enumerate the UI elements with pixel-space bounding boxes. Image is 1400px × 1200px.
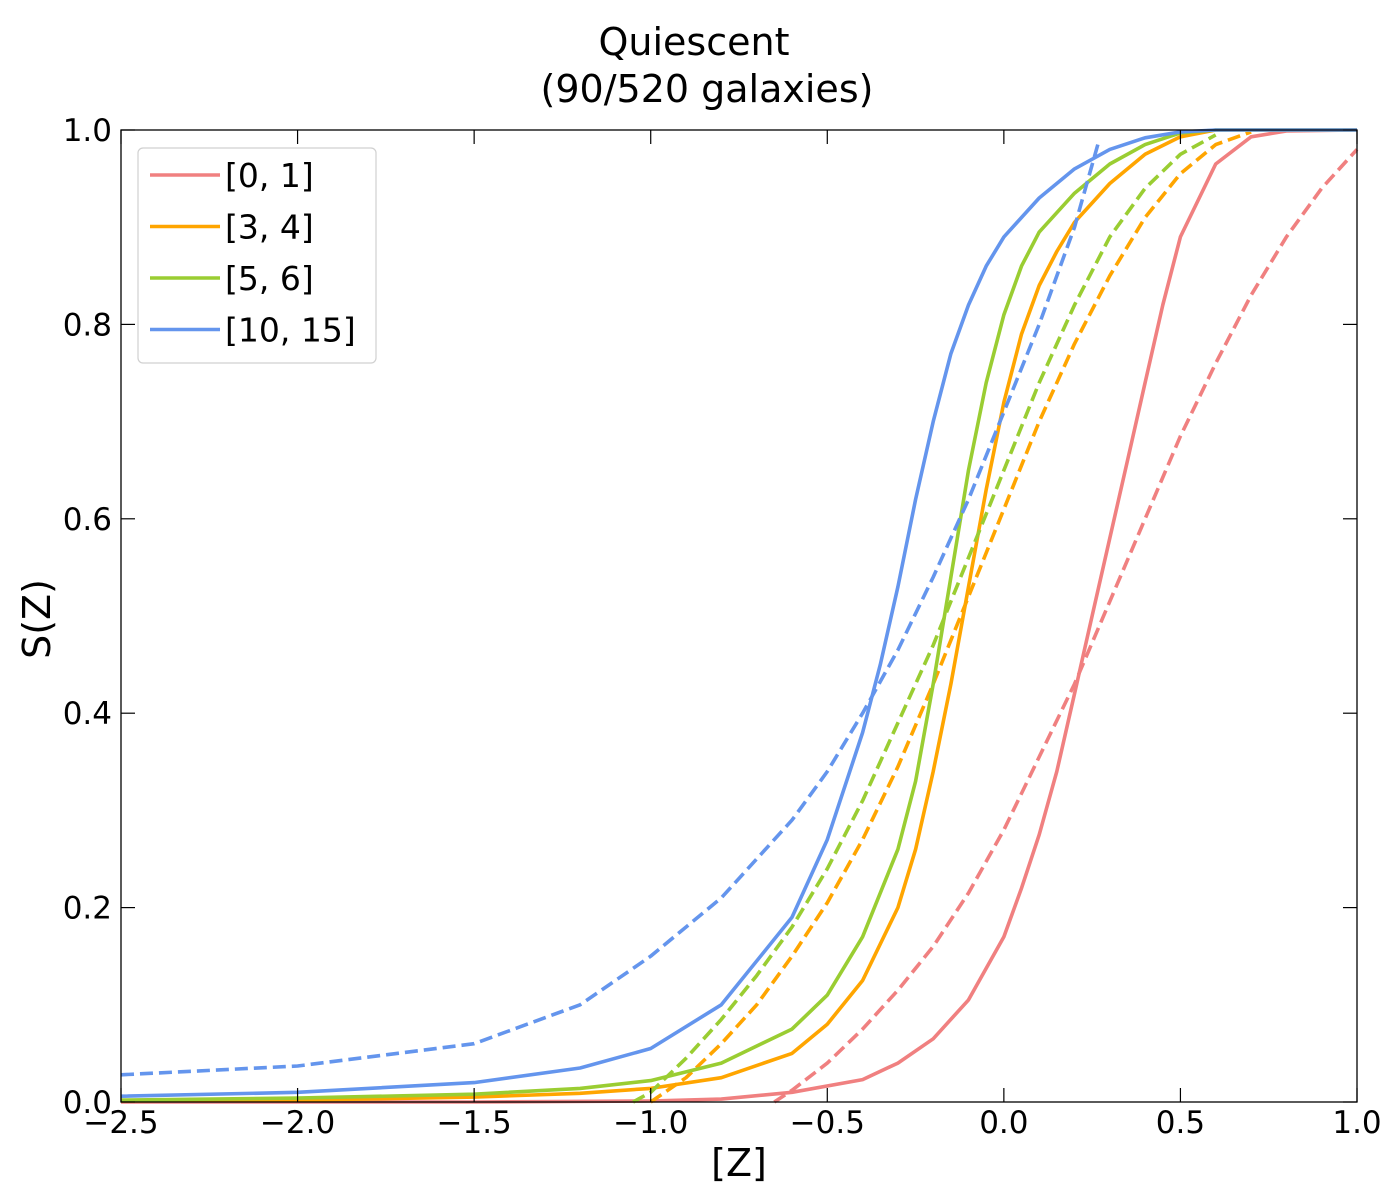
legend-label: [10, 15] [225, 311, 356, 350]
x-tick-label: −0.5 [790, 1105, 865, 1141]
series-line-2-solid [120, 128, 1357, 1103]
series-line-4-solid [120, 128, 1357, 1102]
legend: [0, 1] [3, 4] [5, 6] [10, 15] [137, 147, 377, 364]
x-tick-label: −2.0 [260, 1105, 335, 1141]
chart-title: Quiescent [599, 20, 790, 64]
x-tick-label: −1.5 [437, 1105, 512, 1141]
y-tick-label: 0.8 [63, 307, 112, 343]
y-tick-label: 0.0 [63, 1085, 112, 1121]
x-tick-label: −2.5 [83, 1105, 158, 1141]
series-line-6-solid [120, 128, 1357, 1098]
x-tick-label: 0.5 [1156, 1105, 1205, 1141]
legend-label: [3, 4] [225, 208, 314, 247]
x-tick-label: 1.0 [1332, 1105, 1381, 1141]
series-layer [120, 128, 1359, 1104]
y-axis-label: S(Z) [15, 579, 59, 659]
series-line-1-dashed [773, 148, 1359, 1104]
legend-box [137, 147, 377, 364]
legend-label: [5, 6] [225, 259, 314, 298]
x-tick-label: 0.0 [979, 1105, 1028, 1141]
plot-frame [120, 129, 1358, 1103]
series-line-0-solid [121, 128, 1358, 1104]
y-tick-label: 0.6 [63, 502, 112, 538]
series-line-3-dashed [649, 130, 1252, 1104]
series-line-5-dashed [632, 133, 1217, 1104]
legend-label: [0, 1] [225, 156, 314, 195]
y-tick-label: 0.2 [63, 891, 112, 927]
y-tick-label: 0.4 [63, 696, 112, 732]
ticks-layer: −2.5 −2.0 −1.5 −1.0 −0.5 0.0 0.5 1.0 0.0 0.2 0.4 0.… [63, 113, 1382, 1141]
x-axis-label: [Z] [711, 1141, 767, 1185]
y-tick-label: 1.0 [63, 113, 112, 149]
x-tick-label: −1.0 [613, 1105, 688, 1141]
chart-subtitle: (90/520 galaxies) [541, 67, 874, 111]
series-line-7-dashed [120, 139, 1101, 1077]
